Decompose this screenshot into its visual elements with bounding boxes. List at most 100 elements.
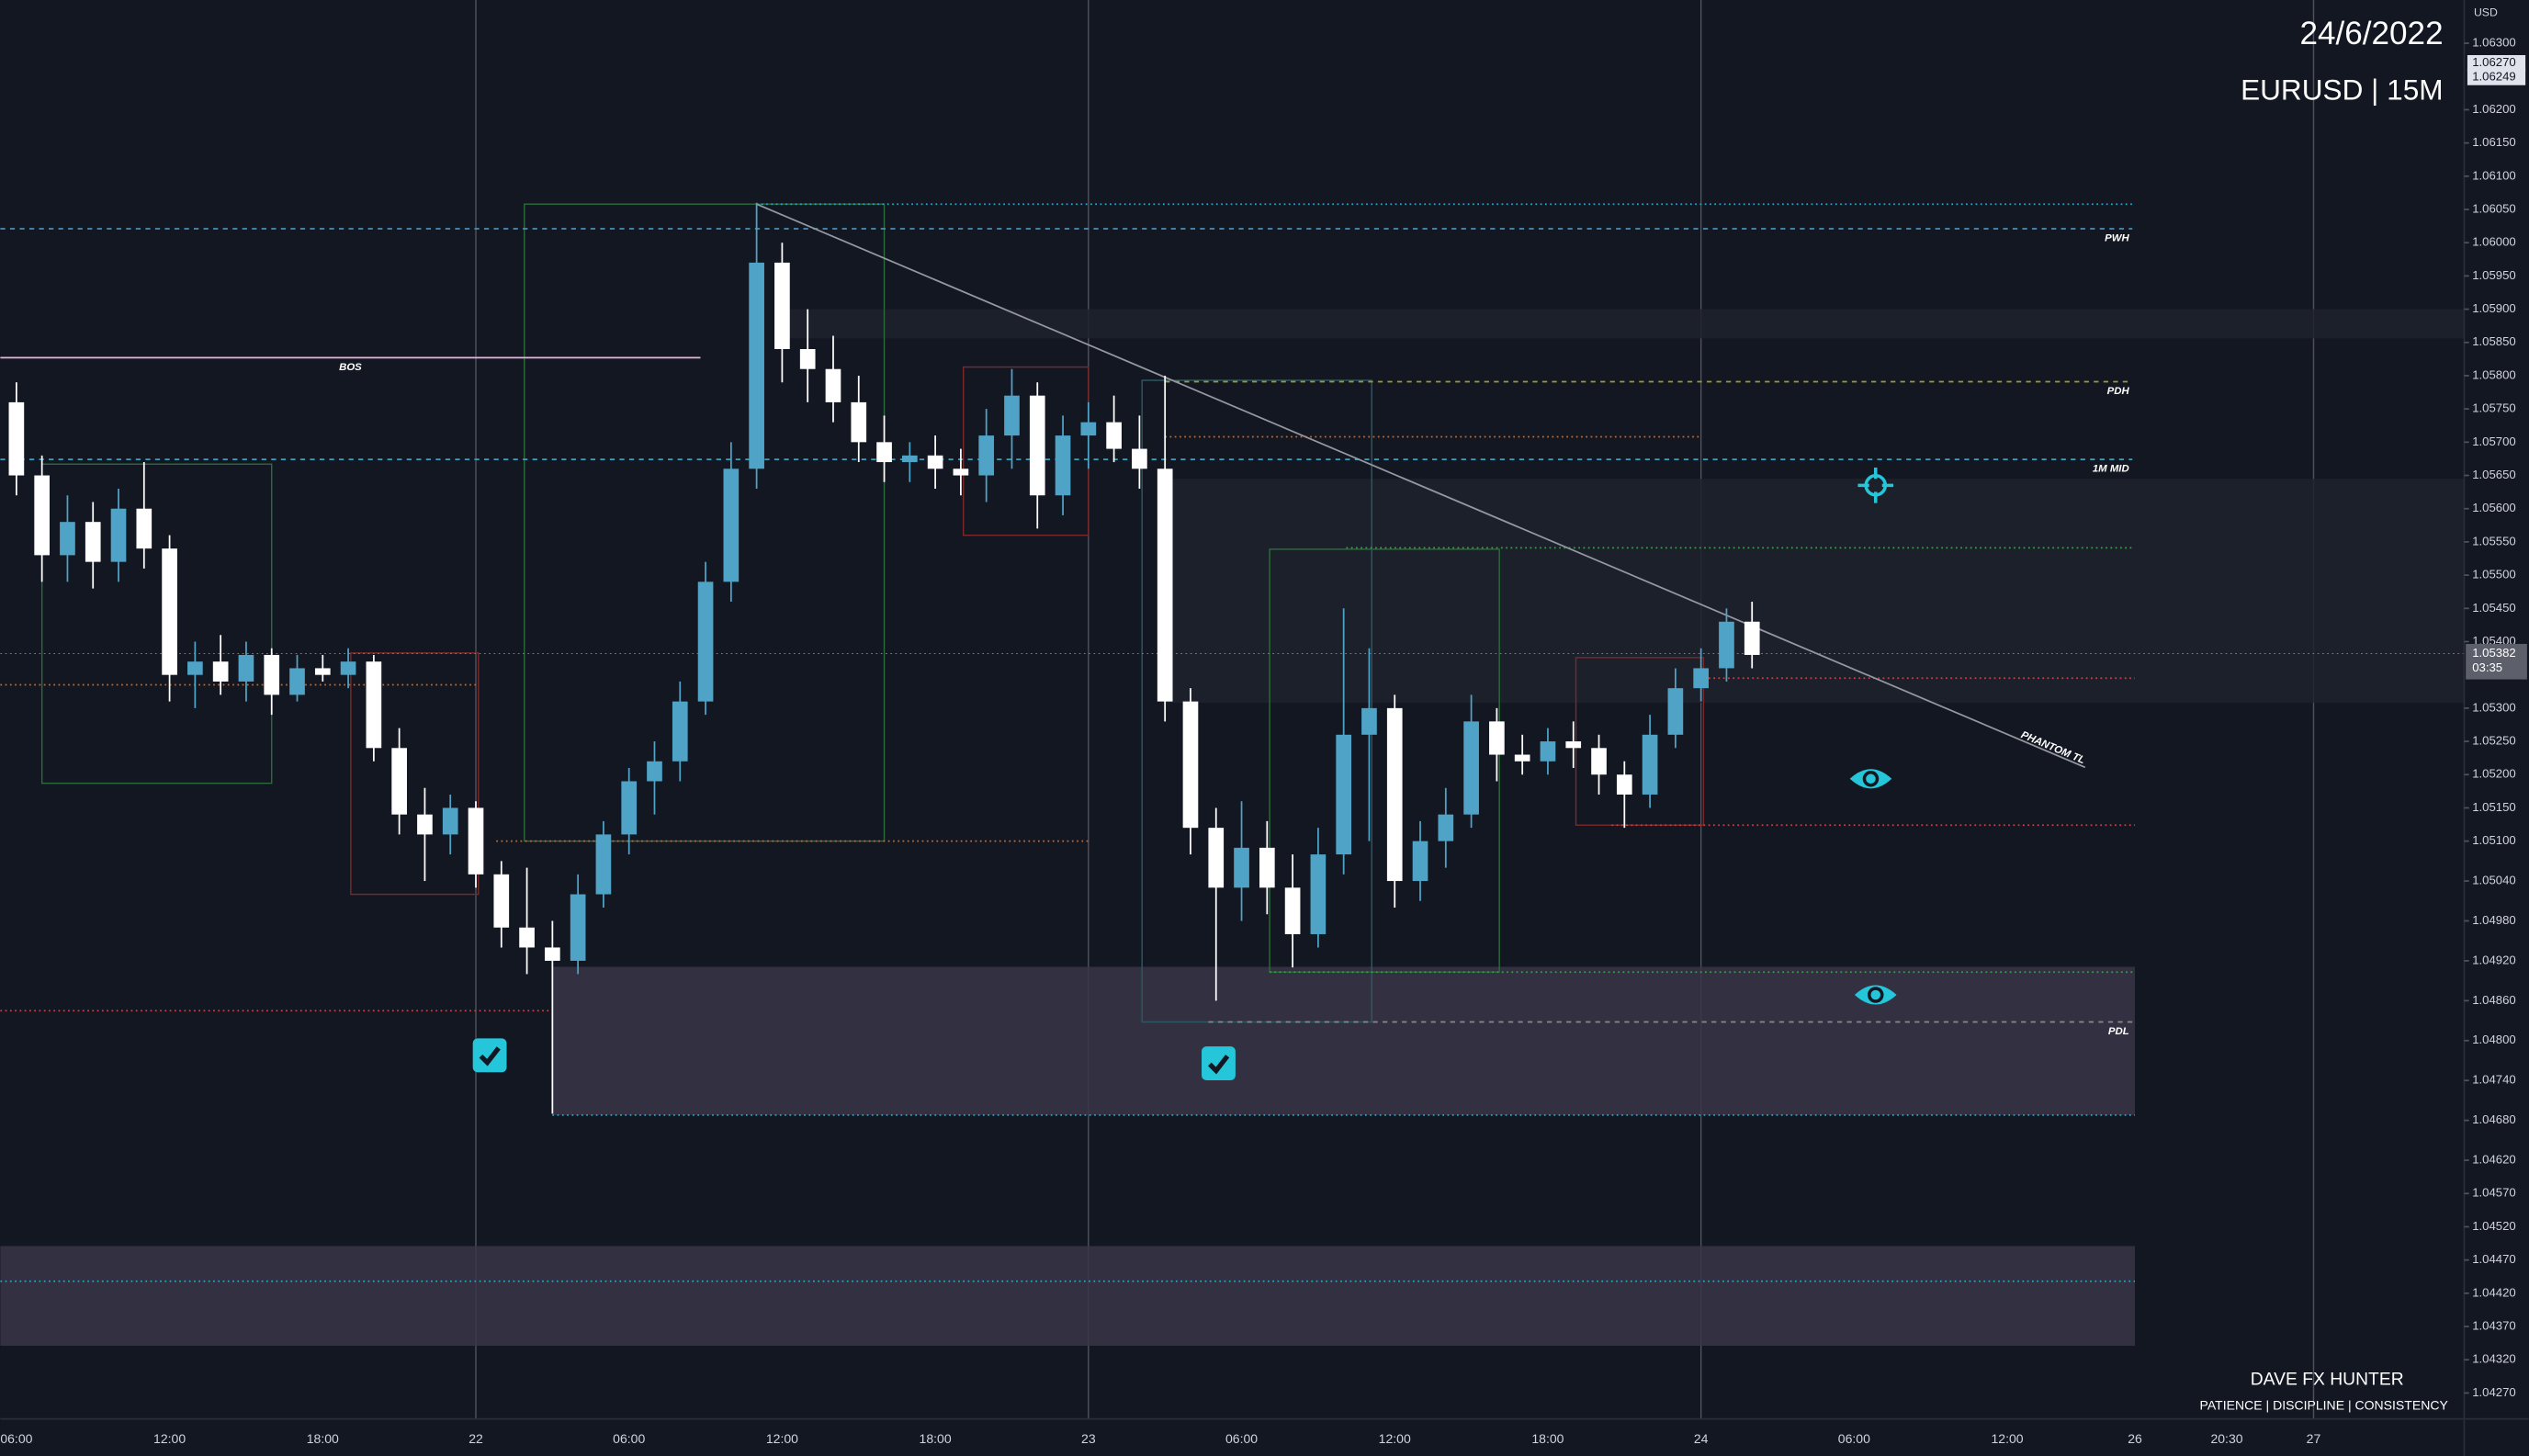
candle-body — [570, 894, 586, 961]
candle-body — [85, 522, 101, 562]
y-tick-label: 1.05500 — [2472, 568, 2516, 581]
candle-body — [927, 455, 943, 469]
last-price-tag — [2466, 643, 2527, 680]
x-tick-label: 18:00 — [307, 1431, 339, 1446]
target-icon — [1857, 468, 1894, 503]
candle-body — [545, 947, 560, 961]
level-label: PDH — [2107, 386, 2130, 397]
y-tick-label: 1.04370 — [2472, 1318, 2516, 1332]
y-tick-label: 1.05800 — [2472, 367, 2516, 381]
candle-body — [1693, 668, 1709, 689]
x-tick-label: 18:00 — [920, 1431, 952, 1446]
candle-body — [391, 748, 407, 815]
candle-body — [1744, 621, 1760, 655]
candle-body — [825, 368, 841, 402]
candle-body — [34, 475, 51, 556]
y-tick-label: 1.05040 — [2472, 874, 2516, 887]
candle-body — [110, 508, 127, 562]
candle-body — [468, 807, 484, 875]
eye-icon — [1849, 769, 1892, 789]
candle-body — [851, 401, 867, 443]
x-tick-label: 06:00 — [613, 1431, 645, 1446]
eye-icon — [1854, 985, 1897, 1005]
level-label: BOS — [339, 362, 362, 373]
box — [40, 463, 273, 784]
level-label: PWH — [2105, 233, 2129, 244]
candle-body — [1540, 741, 1556, 762]
zone — [782, 309, 2465, 339]
x-tick-label: 18:00 — [1531, 1431, 1564, 1446]
motto: PATIENCE | DISCIPLINE | CONSISTENCY — [2200, 1397, 2449, 1412]
axis-tag — [2467, 69, 2526, 85]
box — [350, 652, 480, 896]
candle-body — [876, 442, 892, 463]
candle-body — [289, 668, 305, 695]
y-tick-label: 1.04860 — [2472, 993, 2516, 1007]
y-tick-label: 1.05650 — [2472, 468, 2516, 481]
x-tick-label: 06:00 — [0, 1431, 32, 1446]
x-tick-label: 06:00 — [1838, 1431, 1870, 1446]
zone — [552, 966, 2135, 1115]
y-tick-label: 1.05150 — [2472, 800, 2516, 814]
x-tick-label: 23 — [1081, 1431, 1096, 1446]
candle-body — [1004, 395, 1020, 436]
y-tick-label: 1.04740 — [2472, 1073, 2516, 1087]
y-tick-label: 1.05850 — [2472, 334, 2516, 348]
y-tick-label: 1.05100 — [2472, 833, 2516, 847]
y-tick-label: 1.06150 — [2472, 135, 2516, 149]
check-icon — [1202, 1046, 1236, 1081]
countdown-label: 03:35 — [2472, 660, 2502, 674]
candle-body — [1234, 847, 1249, 888]
candle-body — [314, 668, 331, 675]
y-tick-label: 1.05600 — [2472, 501, 2516, 514]
y-tick-label: 1.04270 — [2472, 1385, 2516, 1399]
candle-body — [1157, 468, 1173, 702]
candle-body — [1386, 707, 1403, 882]
y-tick-label: 1.05950 — [2472, 268, 2516, 282]
y-tick-label: 1.04620 — [2472, 1153, 2516, 1167]
y-tick-label: 1.06050 — [2472, 201, 2516, 215]
candle-body — [621, 781, 638, 835]
x-tick-label: 24 — [1694, 1431, 1709, 1446]
axis-tag-label: 1.06270 — [2472, 55, 2516, 69]
x-tick-label: 12:00 — [1379, 1431, 1411, 1446]
y-tick-label: 1.05300 — [2472, 700, 2516, 714]
candle-body — [672, 701, 688, 762]
box — [1269, 548, 1500, 973]
x-tick-label: 12:00 — [153, 1431, 186, 1446]
candle-body — [1591, 748, 1607, 775]
y-tick-label: 1.05450 — [2472, 601, 2516, 615]
candle-body — [1029, 395, 1045, 496]
candle-body — [1616, 774, 1632, 795]
last-price-label: 1.05382 — [2472, 646, 2516, 660]
author: DAVE FX HUNTER — [2251, 1371, 2404, 1390]
y-tick-label: 1.06200 — [2472, 102, 2516, 116]
candle-body — [366, 661, 382, 749]
candle-body — [723, 468, 740, 582]
currency: USD — [2474, 6, 2498, 18]
y-tick-label: 1.04680 — [2472, 1112, 2516, 1126]
zone — [0, 1246, 2135, 1347]
candle-body — [1310, 854, 1327, 934]
candle-body — [1336, 734, 1352, 855]
candle-body — [1284, 887, 1301, 934]
axis-tag-label: 1.06249 — [2472, 69, 2516, 83]
y-tick-label: 1.04470 — [2472, 1252, 2516, 1266]
candle-body — [1361, 707, 1377, 735]
x-tick-label: 26 — [2128, 1431, 2142, 1446]
y-tick-label: 1.04980 — [2472, 913, 2516, 927]
candle-body — [8, 401, 25, 476]
candle-body — [1489, 721, 1505, 755]
x-tick-label: 27 — [2307, 1431, 2321, 1446]
x-tick-label: 20:30 — [2210, 1431, 2242, 1446]
y-tick-label: 1.04570 — [2472, 1186, 2516, 1200]
y-tick-label: 1.06300 — [2472, 36, 2516, 50]
candle-body — [1667, 688, 1684, 735]
candle-body — [493, 874, 510, 928]
x-tick-label: 22 — [469, 1431, 483, 1446]
candle-body — [187, 661, 203, 675]
candle-body — [1106, 422, 1122, 449]
